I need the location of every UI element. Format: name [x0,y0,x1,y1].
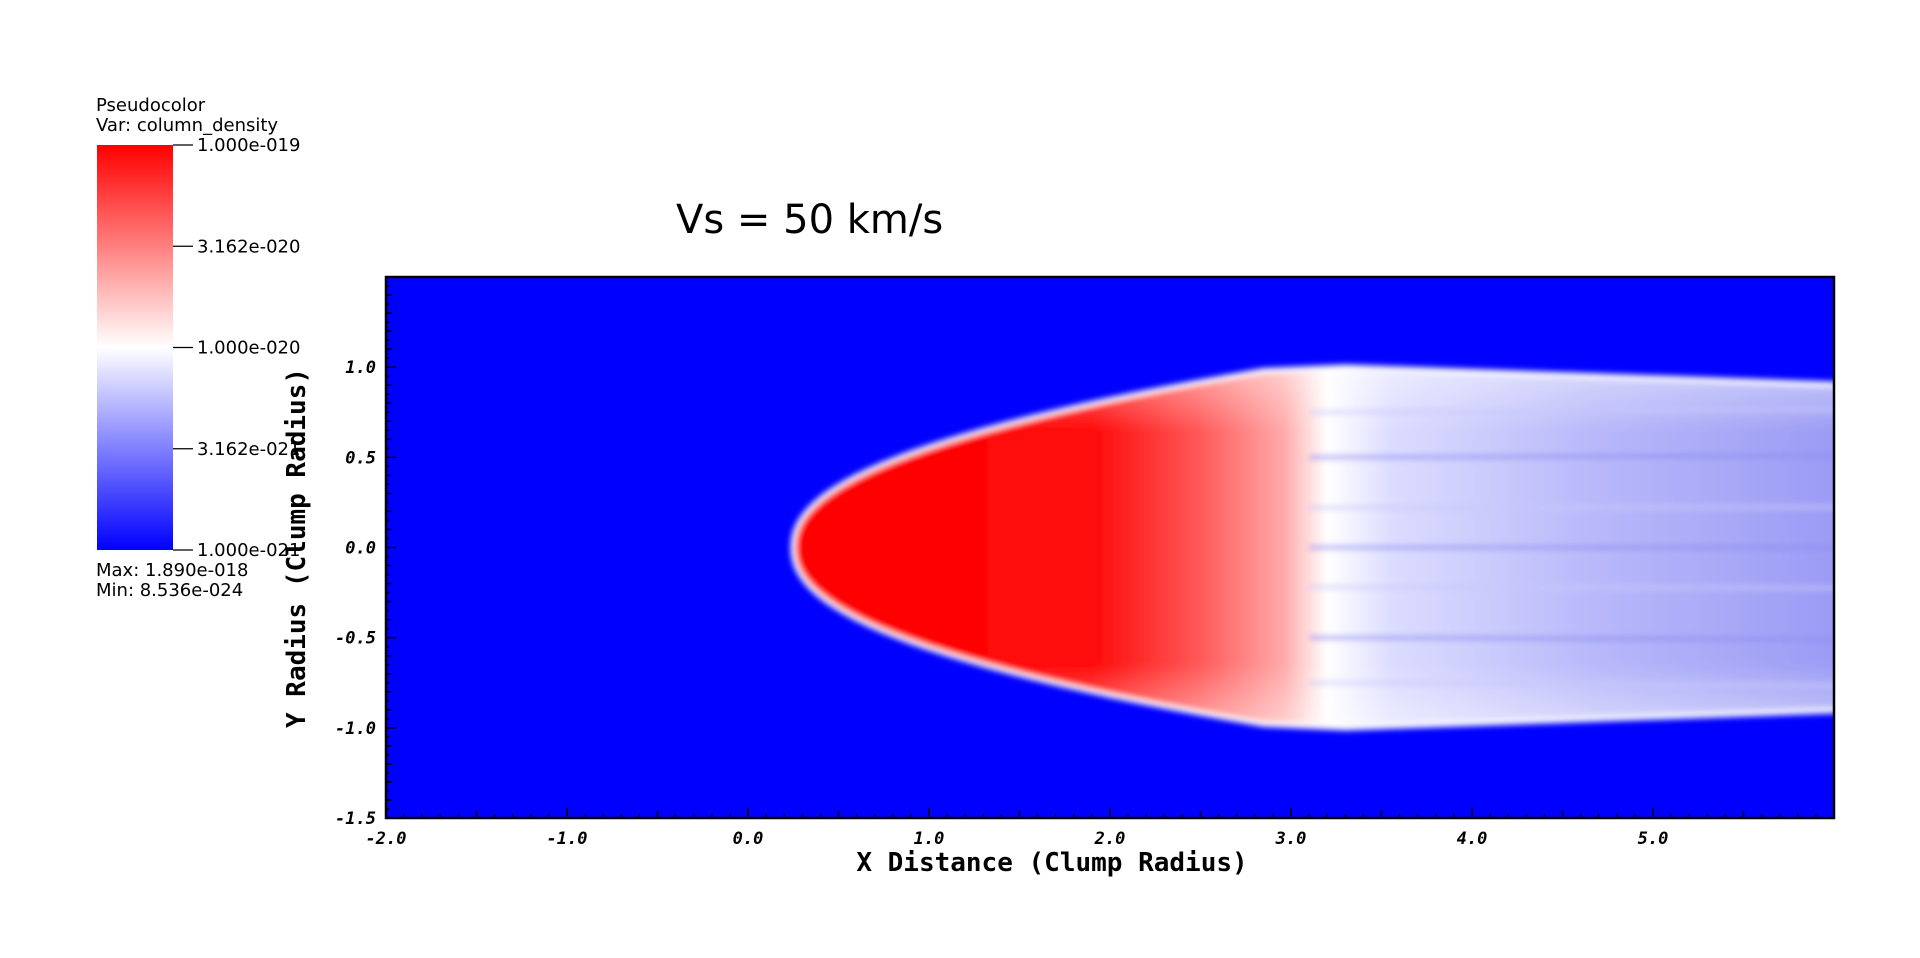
y-tick-label: -0.5 [335,629,376,649]
colorbar-tick-label: 1.000e-020 [197,338,300,359]
y-tick-label: 0.5 [345,448,376,468]
colorbar-tick-label: 3.162e-020 [197,236,300,257]
flow-structure [790,364,1834,731]
x-tick-label: -2.0 [366,829,407,849]
colorbar-tick-label: 1.000e-021 [197,540,300,561]
colorbar-ticks: 1.000e-019 3.162e-020 1.000e-020 3.162e-021… [173,135,300,561]
y-axis-title: Y Radius (Clump Radius) [282,368,312,728]
x-tick-label: -1.0 [547,829,588,849]
legend-min-label: Min: 8.536e-024 [96,580,243,601]
x-tick-label: 4.0 [1457,829,1488,849]
colorbar [97,145,173,550]
tail-streak [1309,504,1834,511]
tail-streaks [1309,407,1834,688]
legend-plot-type: Pseudocolor [96,95,206,116]
x-tick-label: 3.0 [1275,829,1307,849]
y-axis: -1.5 -1.0 -0.5 0.0 0.5 1.0 [335,276,396,829]
x-tick-label: 2.0 [1094,829,1126,849]
y-tick-label: 0.0 [345,539,376,559]
x-axis: -2.0 -1.0 0.0 1.0 2.0 3.0 4.0 5.0 [366,808,1835,849]
y-tick-label: -1.0 [335,719,376,739]
y-tick-label: 1.0 [345,358,376,378]
legend-var-label: Var: column_density [96,115,278,136]
x-axis-title: X Distance (Clump Radius) [856,848,1247,878]
colorbar-tick-label: 3.162e-021 [197,439,300,460]
legend: Pseudocolor Var: column_density 1.000e-0… [96,95,300,601]
tail-streak [1309,635,1834,642]
colorbar-tick-label: 1.000e-019 [197,135,300,156]
tail-streak [1309,680,1834,688]
x-tick-label: 5.0 [1638,829,1669,849]
y-tick-label: -1.5 [335,809,376,829]
plot-title: Vs = 50 km/s [676,197,943,243]
plot-area [386,277,1834,818]
bow-shock-rim [790,364,1834,731]
tail-streak [1309,584,1834,591]
tail-streak [1309,407,1834,415]
x-tick-label: 1.0 [914,829,945,849]
legend-max-label: Max: 1.890e-018 [96,560,248,581]
x-tick-label: 0.0 [733,829,764,849]
tail-streak [1309,453,1834,460]
